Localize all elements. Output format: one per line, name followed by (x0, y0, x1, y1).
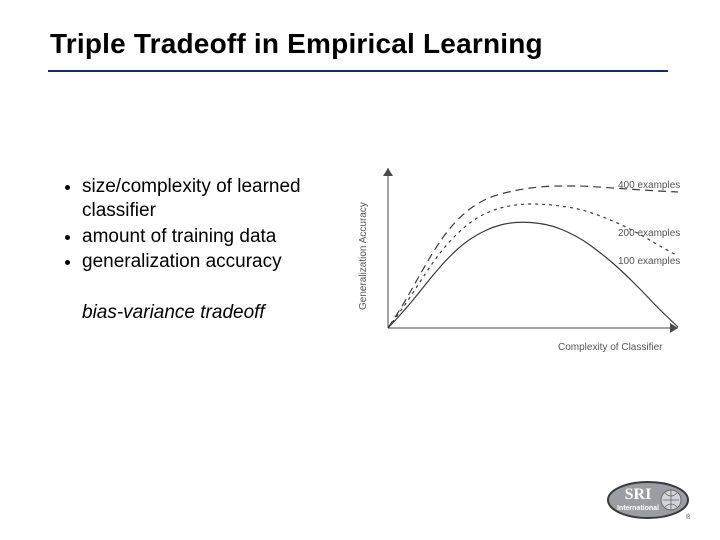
ylabel: Generalization Accuracy (358, 202, 369, 310)
xlabel: Complexity of Classifier (558, 342, 662, 353)
series-label-100: 100 examples (618, 256, 680, 267)
bullet-list: size/complexity of learned classifier am… (62, 175, 332, 276)
sri-logo: SRI International ® (606, 478, 690, 522)
list-item: amount of training data (82, 225, 332, 249)
logo-text-top: SRI (625, 486, 652, 503)
page-title: Triple Tradeoff in Empirical Learning (50, 28, 543, 60)
title-underline (48, 70, 668, 72)
series-label-200: 200 examples (618, 228, 680, 239)
list-item: generalization accuracy (82, 250, 332, 274)
tradeoff-chart: Generalization Accuracy Complexity of Cl… (348, 150, 688, 360)
list-item: size/complexity of learned classifier (82, 175, 332, 223)
bias-variance-label: bias-variance tradeoff (82, 302, 265, 324)
logo-svg: SRI International ® (606, 478, 690, 522)
logo-text-bottom: International (617, 505, 659, 512)
svg-text:®: ® (686, 513, 690, 521)
slide: Triple Tradeoff in Empirical Learning si… (0, 0, 720, 540)
series-label-400: 400 examples (618, 180, 680, 191)
